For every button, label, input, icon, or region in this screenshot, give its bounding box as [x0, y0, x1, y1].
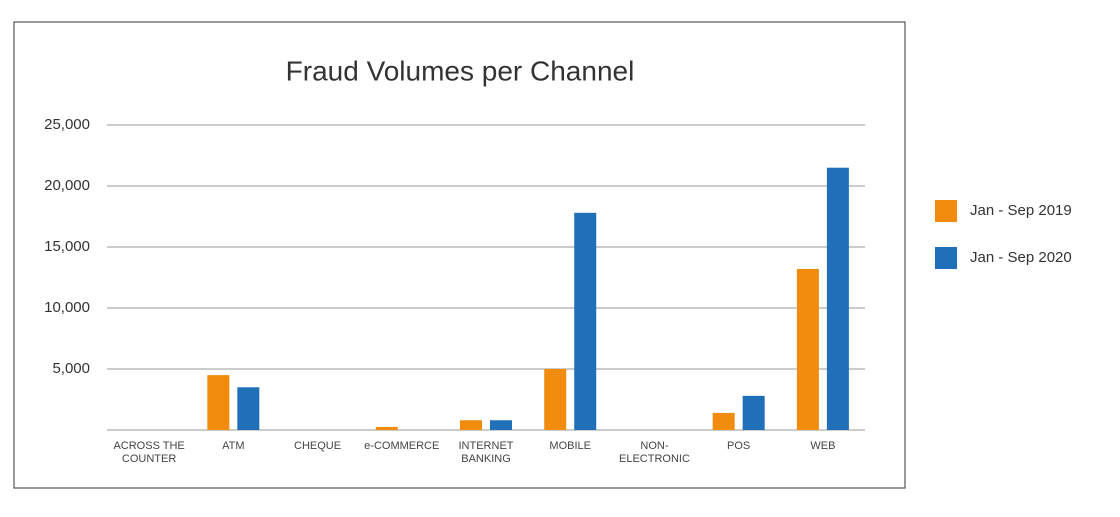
x-tick-label: POS — [727, 440, 751, 452]
y-tick-label: 5,000 — [52, 360, 90, 377]
x-tick-label: MOBILE — [549, 440, 591, 452]
x-tick-label: e-COMMERCE — [364, 440, 440, 452]
x-tick-label: ATM — [222, 440, 245, 452]
x-tick-label: NON-ELECTRONIC — [618, 440, 690, 465]
bar — [712, 412, 735, 430]
bar — [375, 426, 398, 430]
x-tick-label: ACROSS THE COUNTER — [113, 440, 185, 465]
bar — [237, 387, 260, 430]
x-tick-label: CHEQUE — [294, 440, 342, 452]
y-tick-label: 15,000 — [44, 238, 90, 255]
y-tick-label: 25,000 — [44, 116, 90, 133]
bar — [207, 375, 230, 430]
legend-swatch — [935, 200, 957, 222]
chart-title: Fraud Volumes per Channel — [286, 55, 635, 86]
y-tick-label: 10,000 — [44, 299, 90, 316]
bar — [796, 268, 819, 430]
legend-label: Jan - Sep 2020 — [970, 249, 1072, 266]
bar — [460, 420, 482, 430]
x-tick-label: INTERNET BANKING — [458, 440, 514, 465]
bar — [544, 369, 567, 430]
legend-label: Jan - Sep 2019 — [970, 202, 1072, 219]
x-tick-label: WEB — [810, 440, 836, 452]
bar — [826, 167, 849, 430]
bar — [490, 420, 512, 430]
legend-swatch — [935, 247, 957, 269]
y-tick-label: 20,000 — [44, 177, 90, 194]
bar — [742, 395, 765, 430]
bar — [574, 212, 597, 430]
chart-frame — [13, 21, 906, 489]
